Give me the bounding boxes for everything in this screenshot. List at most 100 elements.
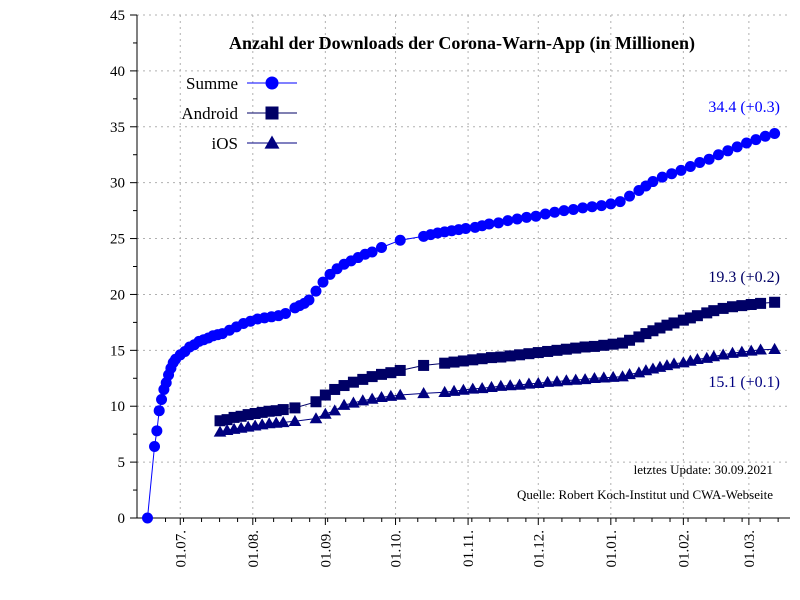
data-point-android [542,345,554,357]
data-point-ios [606,370,620,382]
data-point-ios [475,382,489,394]
data-point-android [745,299,757,311]
data-point-ios [569,373,583,385]
data-point-android [242,409,254,421]
data-point-android [755,297,767,309]
end-label-ios: 15.1 (+0.1) [708,374,780,391]
data-point-ios [541,375,554,387]
end-label-summe: 34.4 (+0.3) [708,99,780,116]
data-point-android [289,402,301,414]
data-point-ios [754,343,767,355]
data-point-summe [549,206,561,218]
data-point-android [329,383,341,395]
series-summe [142,127,781,524]
data-point-summe [460,222,472,234]
data-point-android [504,350,516,362]
data-point-summe [493,217,504,229]
data-point-android [235,410,247,422]
data-point-summe [376,241,387,253]
data-point-summe [666,168,678,180]
data-point-android [457,355,469,367]
data-point-ios [485,380,498,392]
legend-label-ios: iOS [212,134,238,153]
y-tick-label: 10 [110,399,125,415]
data-point-ios [550,375,564,387]
y-tick-label: 35 [110,120,125,136]
end-value-labels: 34.4 (+0.3) 19.3 (+0.2) 15.1 (+0.1) [708,99,780,391]
data-series [142,127,781,524]
data-point-android [551,344,563,356]
data-point-android [691,310,703,322]
data-point-summe [614,196,626,208]
data-point-ios [691,352,704,365]
data-point-android [228,411,240,423]
data-point-android [633,331,645,343]
data-point-android [579,341,591,353]
x-tick-label: 01.03. [742,530,758,568]
data-point-android [640,328,652,340]
data-point-ios [337,398,351,410]
legend-label-android: Android [181,104,238,123]
data-point-android [654,322,666,334]
data-point-android [677,314,689,326]
data-point-summe [694,157,706,169]
data-point-ios [707,350,721,362]
data-point-ios [288,414,302,427]
data-point-android [439,357,451,369]
x-tick-label: 01.02. [676,530,692,568]
data-point-ios [328,404,342,416]
data-point-android [263,405,275,417]
data-point-android [570,342,582,354]
data-point-android [366,371,378,383]
data-point-summe [595,200,607,212]
data-point-summe [769,127,781,139]
data-point-ios [513,378,526,390]
data-point-android [661,319,673,331]
data-point-ios [623,368,636,380]
axes: 0 5 10 15 20 25 30 35 40 45 01.07. 01.08. 01.09. 01.1… [110,8,790,568]
x-tick-label: 01.08. [246,530,262,568]
legend-marker-summe [265,76,279,90]
data-point-summe [712,149,724,161]
data-point-android [256,406,268,418]
data-point-ios [494,379,508,391]
data-point-ios [716,348,730,360]
data-point-summe [759,130,771,142]
data-point-android [560,343,572,355]
y-tick-label: 15 [110,343,125,359]
y-tick-label: 45 [110,8,125,24]
data-point-summe [142,512,153,524]
data-point-ios [588,371,601,384]
data-point-summe [530,210,542,222]
data-point-summe [624,190,636,202]
data-point-android [717,302,729,314]
data-point-ios [375,390,388,403]
data-point-summe [703,153,715,165]
data-point-ios [503,379,517,391]
data-point-android [221,414,233,426]
data-point-android [647,325,659,337]
series-android [214,296,781,427]
data-point-android [668,317,680,329]
x-tick-label: 01.07. [173,530,189,568]
data-point-summe [153,405,165,417]
data-point-summe [731,141,743,153]
data-point-android [319,389,331,401]
y-tick-label: 30 [110,176,125,192]
data-point-summe [394,234,406,246]
data-point-summe [149,440,161,452]
data-point-summe [656,171,668,183]
data-point-android [701,307,713,319]
data-point-android [588,340,600,352]
data-point-ios [457,383,470,395]
data-point-android [385,367,397,379]
legend-marker-ios [264,135,280,149]
data-point-ios [417,387,430,399]
data-point-ios [309,412,323,424]
data-point-android [338,380,350,392]
data-point-android [467,354,479,366]
x-tick-label: 01.11. [461,530,477,567]
data-point-summe [310,285,322,297]
data-point-ios [356,394,370,406]
data-point-ios [578,373,592,385]
